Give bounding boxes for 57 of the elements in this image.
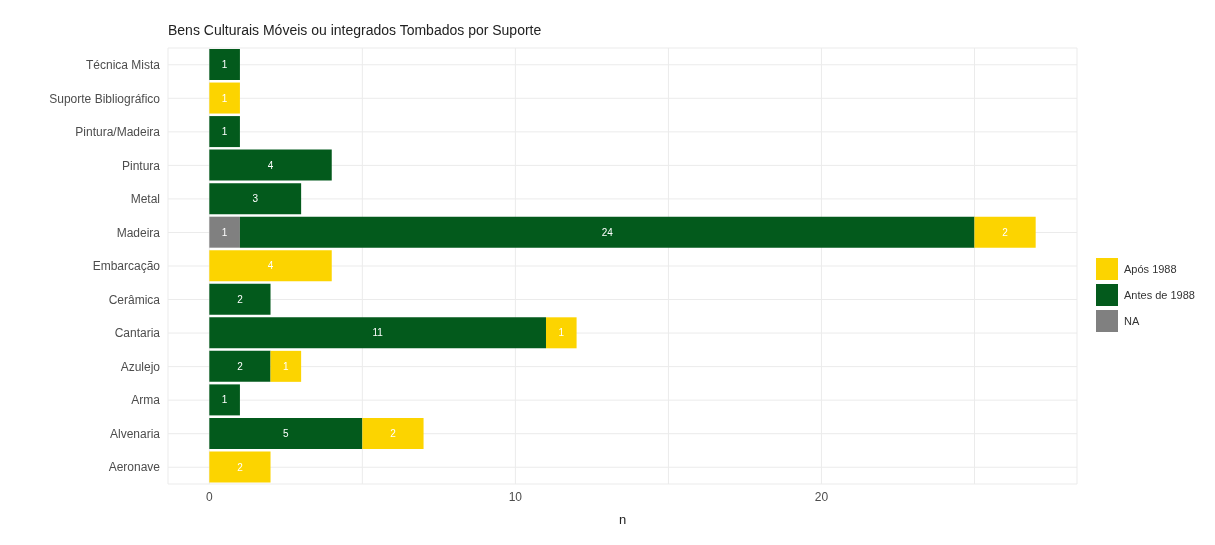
y-tick-label: Arma <box>131 393 161 408</box>
data-label: 2 <box>390 427 397 439</box>
x-tick-label: 10 <box>508 489 523 504</box>
bar <box>209 350 271 382</box>
bar <box>209 250 332 282</box>
data-label: 5 <box>283 427 290 439</box>
data-label: 2 <box>237 360 244 372</box>
chart-title: Bens Culturais Móveis ou integrados Tombados por Suporte <box>168 22 542 38</box>
bar <box>209 283 271 315</box>
bar <box>362 417 424 449</box>
legend-label: NA <box>1124 315 1140 327</box>
bar <box>209 451 271 483</box>
y-tick-label: Azulejo <box>120 359 161 374</box>
bar <box>209 116 240 148</box>
data-label: 4 <box>267 159 274 171</box>
data-label: 4 <box>267 260 274 272</box>
y-tick-label: Metal <box>130 192 160 207</box>
y-tick-label: Cantaria <box>114 326 161 341</box>
x-tick-label: 20 <box>814 489 829 504</box>
legend-label: Após 1988 <box>1124 263 1177 275</box>
bar <box>545 317 577 349</box>
data-label: 1 <box>221 59 228 71</box>
bar <box>209 149 332 181</box>
data-label: 11 <box>372 327 384 339</box>
data-label: 1 <box>221 394 228 406</box>
data-label: 2 <box>1002 226 1009 238</box>
y-tick-label: Embarcação <box>92 259 161 274</box>
bar <box>209 183 302 215</box>
bar <box>209 417 363 449</box>
bar <box>209 216 240 248</box>
y-tick-label: Aeronave <box>108 460 161 475</box>
bar <box>974 216 1036 248</box>
data-label: 1 <box>558 327 565 339</box>
bar <box>239 216 975 248</box>
x-tick-label: 0 <box>205 489 213 504</box>
x-axis-title: n <box>618 512 627 527</box>
data-label: 1 <box>221 92 228 104</box>
data-label: 3 <box>252 193 259 205</box>
data-label: 1 <box>283 360 290 372</box>
data-label: 1 <box>221 126 228 138</box>
legend-label: Antes de 1988 <box>1124 289 1195 301</box>
bar <box>209 82 240 114</box>
bar <box>209 317 546 349</box>
data-label: 2 <box>237 293 244 305</box>
bar <box>209 384 240 416</box>
y-tick-label: Cerâmica <box>108 292 161 307</box>
y-tick-label: Alvenaria <box>109 426 161 441</box>
data-label: 2 <box>237 461 244 473</box>
y-tick-label: Técnica Mista <box>85 58 161 73</box>
data-label: 24 <box>601 226 614 238</box>
bar <box>270 350 302 382</box>
data-label: 1 <box>221 226 228 238</box>
y-tick-label: Pintura/Madeira <box>75 125 161 140</box>
y-tick-label: Madeira <box>116 225 161 240</box>
bar <box>209 49 240 80</box>
y-tick-label: Pintura <box>121 158 161 173</box>
y-tick-label: Suporte Bibliográfico <box>49 91 161 106</box>
